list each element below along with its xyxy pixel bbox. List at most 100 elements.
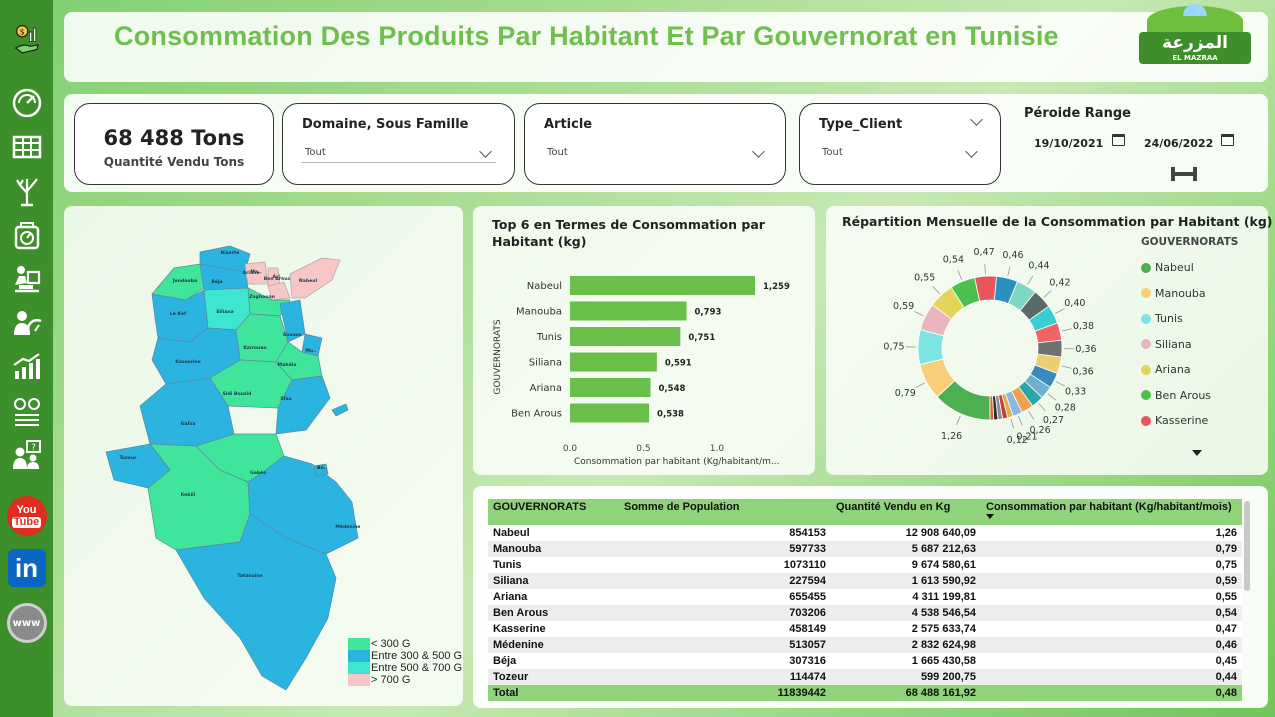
globe-icon[interactable]: www — [6, 603, 47, 643]
chevron-down-icon[interactable] — [965, 145, 978, 158]
table-row[interactable]: Tozeur 114474 599 200,75 0,44 — [488, 669, 1242, 685]
coins-icon[interactable] — [7, 392, 47, 430]
bar-x-tick: 0.0 — [563, 444, 578, 454]
table-cell: 5 687 212,63 — [831, 541, 981, 557]
column-header[interactable]: GOUVERNORATS — [488, 499, 619, 525]
map-region-label: Sousse — [283, 332, 301, 338]
donut-legend-item[interactable]: Manouba — [1141, 281, 1238, 307]
bar[interactable] — [570, 378, 651, 397]
table-cell: 0,55 — [981, 589, 1242, 605]
table-cell: Médenine — [488, 637, 619, 653]
legend-more-arrow-icon[interactable] — [1192, 450, 1202, 456]
bar[interactable] — [570, 403, 650, 423]
start-date-input[interactable]: 19/10/2021 — [1034, 137, 1104, 150]
linkedin-icon[interactable]: in — [7, 549, 46, 587]
performance-svg — [13, 311, 42, 335]
table-row[interactable]: Nabeul 854153 12 908 640,09 1,26 — [488, 525, 1242, 541]
donut-slice[interactable] — [989, 395, 995, 421]
table-cell: 703206 — [619, 605, 831, 621]
bar-x-axis-label: Consommation par habitant (Kg/habitant/m… — [574, 457, 779, 467]
table-scrollbar[interactable] — [1244, 501, 1250, 591]
map-region-label: Gafsa — [181, 421, 196, 427]
tree-icon[interactable] — [7, 172, 47, 210]
table-icon[interactable] — [7, 128, 47, 166]
chevron-down-icon[interactable] — [752, 145, 765, 158]
region-medenine[interactable] — [247, 455, 359, 555]
donut-legend-item[interactable]: Ben Arous — [1141, 383, 1238, 409]
chevron-down-icon[interactable] — [970, 113, 983, 126]
table-cell: Béja — [488, 653, 619, 669]
donut-legend-item[interactable]: Kasserine — [1141, 408, 1238, 434]
table-cell: 599 200,75 — [831, 669, 981, 685]
donut-legend-item[interactable]: Siliana — [1141, 332, 1238, 358]
calendar-icon[interactable] — [1221, 134, 1234, 146]
donut-value-label: 0,12 — [1007, 435, 1028, 446]
chevron-down-icon[interactable] — [479, 145, 492, 158]
performance-icon[interactable] — [7, 304, 47, 342]
table-cell: Manouba — [488, 541, 619, 557]
donut-value-label: 0,44 — [1028, 260, 1049, 271]
map-region-label: Le Kef — [170, 311, 187, 317]
table-cell: 655455 — [619, 589, 831, 605]
type-client-slicer[interactable]: Type_Client Tout — [799, 103, 1001, 185]
column-header[interactable]: Quantité Vendu en Kg — [831, 499, 981, 525]
end-date-input[interactable]: 24/06/2022 — [1144, 137, 1214, 150]
table-row[interactable]: Tunis 1073110 9 674 580,61 0,75 — [488, 557, 1242, 573]
region-tataouine[interactable] — [175, 513, 337, 691]
table-cell: Nabeul — [488, 525, 619, 541]
table-row[interactable]: Ben Arous 703206 4 538 546,54 0,54 — [488, 605, 1242, 621]
sort-desc-icon[interactable] — [986, 514, 994, 519]
table-row[interactable]: Médenine 513057 2 832 624,98 0,46 — [488, 637, 1242, 653]
calendar-icon[interactable] — [1112, 134, 1125, 146]
domaine-slicer-value[interactable]: Tout — [305, 147, 326, 158]
legend-swatch — [348, 650, 370, 662]
donut-legend-item[interactable]: Nabeul — [1141, 255, 1238, 281]
table-cell: 0,47 — [981, 621, 1242, 637]
scale-icon[interactable] — [7, 216, 47, 254]
linkedin-link[interactable]: in — [7, 549, 46, 587]
island-kerkennah[interactable] — [331, 403, 349, 417]
delivery-icon[interactable] — [7, 260, 47, 298]
donut-value-label: 0,79 — [895, 388, 916, 399]
bar-y-axis-label: GOUVERNORATS — [493, 319, 503, 394]
donut-leader-line — [1007, 266, 1011, 277]
finance-hand-icon[interactable]: $ — [6, 14, 48, 66]
website-link[interactable]: www — [6, 603, 47, 643]
table-row[interactable]: Siliana 227594 1 613 590,92 0,59 — [488, 573, 1242, 589]
region-nabeul[interactable] — [289, 257, 341, 299]
island-djerba[interactable] — [313, 463, 329, 477]
table-row[interactable]: Kasserine 458149 2 575 633,74 0,47 — [488, 621, 1242, 637]
table-row[interactable]: Manouba 597733 5 687 212,63 0,79 — [488, 541, 1242, 557]
legend-label: Siliana — [1155, 337, 1192, 351]
donut-legend-item[interactable]: Ariana — [1141, 357, 1238, 383]
table-row[interactable]: Ariana 655455 4 311 199,81 0,55 — [488, 589, 1242, 605]
article-slicer[interactable]: Article Tout — [524, 103, 786, 185]
gauge-icon[interactable] — [7, 84, 47, 122]
bar[interactable] — [570, 276, 755, 295]
table-total-row[interactable]: Total 11839442 68 488 161,92 0,48 — [488, 685, 1242, 701]
table-row[interactable]: Béja 307316 1 665 430,58 0,45 — [488, 653, 1242, 669]
column-header-sorted[interactable]: Consommation par habitant (Kg/habitant/m… — [981, 499, 1242, 525]
growth-chart-icon[interactable] — [7, 348, 47, 386]
youtube-link[interactable]: You Tube — [6, 496, 47, 536]
donut-leader-line — [1061, 328, 1072, 332]
bar[interactable] — [570, 327, 681, 346]
map-region-label: Ari.. — [273, 274, 284, 280]
table-cell: Ariana — [488, 589, 619, 605]
type-client-slicer-value[interactable]: Tout — [822, 147, 843, 158]
domaine-slicer[interactable]: Domaine, Sous Famille Tout — [282, 103, 515, 185]
region-ben-arous[interactable] — [267, 281, 291, 301]
donut-value-label: 0,38 — [1073, 321, 1094, 332]
bar[interactable] — [570, 352, 657, 372]
legend-label: Nabeul — [1155, 261, 1194, 275]
bar[interactable] — [570, 301, 687, 321]
donut-legend-item[interactable]: Tunis — [1141, 306, 1238, 332]
article-slicer-value[interactable]: Tout — [547, 147, 568, 158]
bar-chart: GOUVERNORATS Nabeul 1,259 Manouba 0,793 Tunis… — [493, 276, 790, 467]
column-header[interactable]: Somme de Population — [619, 499, 831, 525]
legend-swatch — [348, 638, 370, 650]
range-slider-handle[interactable] — [1171, 167, 1197, 181]
help-person-icon[interactable]: ? — [7, 436, 47, 474]
youtube-icon[interactable]: You Tube — [6, 496, 47, 536]
legend-label: > 700 G — [371, 674, 411, 686]
